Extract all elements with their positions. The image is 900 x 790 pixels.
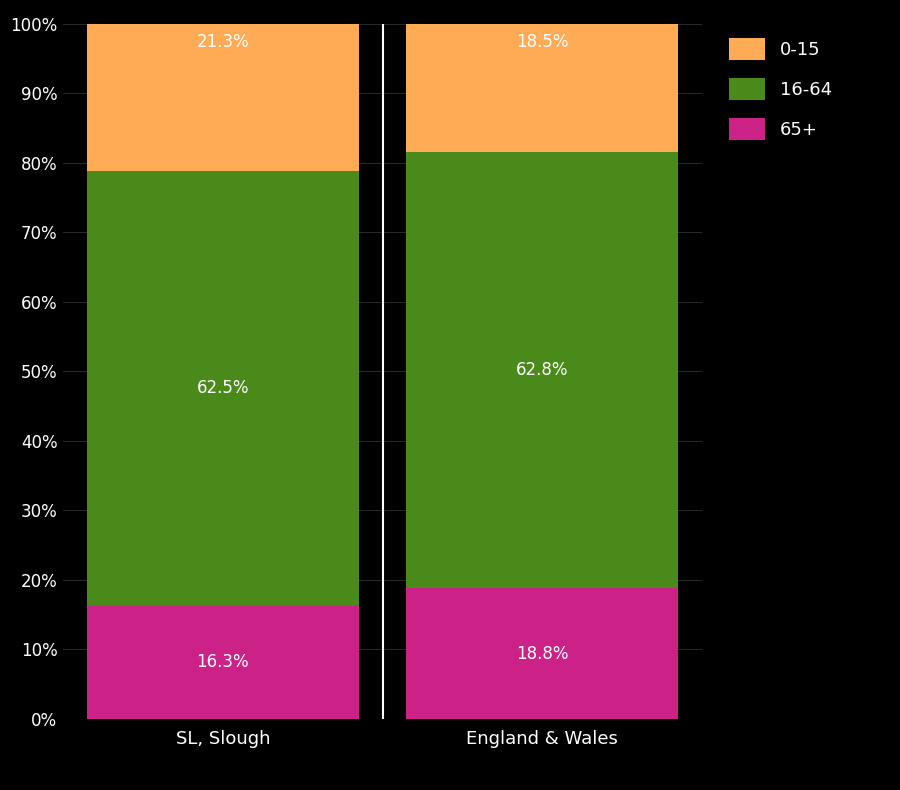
- Text: 16.3%: 16.3%: [196, 653, 249, 672]
- Bar: [407, 23, 678, 152]
- Bar: [407, 152, 678, 589]
- Text: 62.5%: 62.5%: [196, 379, 249, 397]
- Bar: [407, 589, 678, 719]
- Text: 18.5%: 18.5%: [516, 33, 569, 51]
- Text: 62.8%: 62.8%: [516, 361, 569, 379]
- Bar: [87, 23, 358, 171]
- Bar: [87, 606, 358, 719]
- Bar: [87, 171, 358, 606]
- Legend: 0-15, 16-64, 65+: 0-15, 16-64, 65+: [724, 32, 837, 146]
- Text: 18.8%: 18.8%: [516, 645, 569, 663]
- Text: 21.3%: 21.3%: [196, 33, 249, 51]
